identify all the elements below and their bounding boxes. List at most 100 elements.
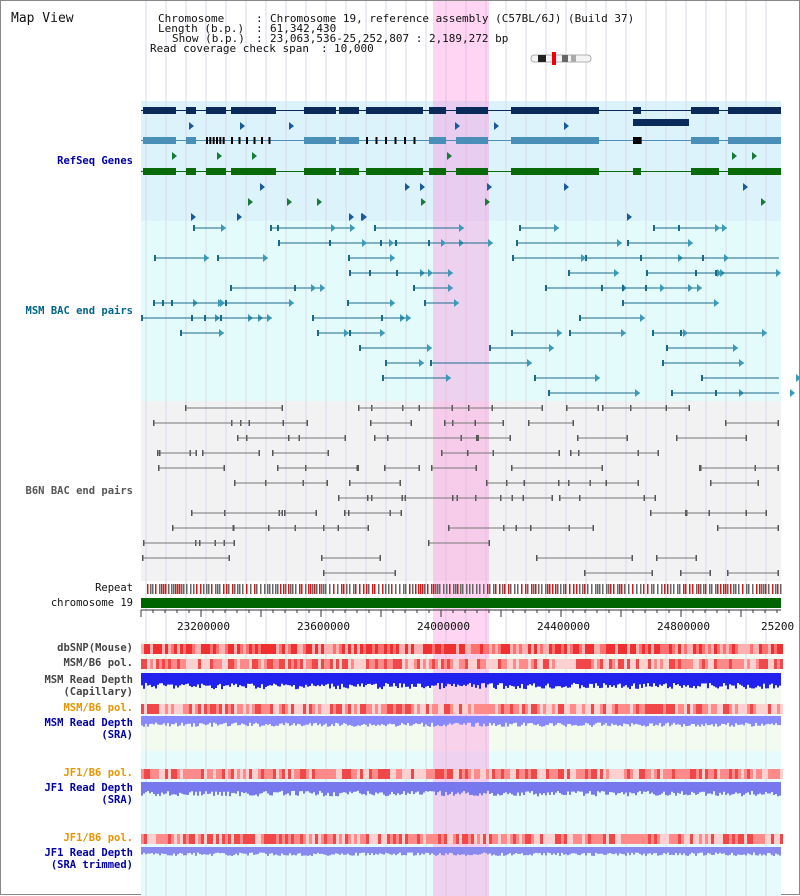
track-label-msm-bac[interactable]: MSM BAC end pairs	[25, 305, 133, 317]
depth-bar	[261, 716, 263, 726]
depth-bar	[335, 673, 337, 689]
heat-cell	[591, 834, 594, 844]
heat-cell	[510, 644, 513, 654]
repeat-mark	[657, 584, 659, 594]
heat-cell	[774, 769, 777, 779]
depth-bar	[617, 782, 619, 794]
heat-cell	[174, 834, 177, 844]
heat-cell	[405, 659, 408, 669]
chromosome-ideogram-icon[interactable]	[530, 52, 592, 65]
depth-bar	[533, 716, 535, 725]
track-label-refseq[interactable]: RefSeq Genes	[57, 155, 133, 167]
heat-cell	[498, 704, 501, 714]
heat-cell	[174, 659, 177, 669]
depth-bar	[597, 673, 599, 686]
heat-cell	[366, 769, 369, 779]
depth-bar	[727, 782, 729, 794]
depth-bar	[531, 716, 533, 724]
depth-bar	[379, 847, 381, 854]
heat-cell	[780, 704, 783, 714]
depth-bar	[441, 673, 443, 684]
repeat-mark	[217, 584, 219, 594]
depth-bar	[745, 673, 747, 689]
depth-bar	[241, 847, 243, 854]
selected-region-highlight[interactable]	[433, 1, 489, 896]
bac-end	[225, 300, 227, 306]
heat-cell	[633, 769, 636, 779]
heat-cell	[183, 659, 186, 669]
depth-bar	[675, 847, 677, 853]
depth-bar	[245, 782, 247, 793]
heat-cell	[780, 769, 783, 779]
heat-cell	[513, 769, 516, 779]
track-label-msm-b6-pol-2[interactable]: MSM/B6 pol.	[63, 702, 133, 714]
heat-cell	[558, 644, 561, 654]
track-label-jf1-depth-trim-1[interactable]: JF1 Read Depth	[44, 847, 133, 859]
depth-bar	[433, 716, 435, 727]
heat-cell	[255, 834, 258, 844]
heat-cell	[471, 769, 474, 779]
track-label-repeat[interactable]: Repeat	[95, 582, 133, 594]
depth-bar	[577, 782, 579, 792]
repeat-mark	[748, 584, 750, 594]
depth-bar	[323, 673, 325, 686]
track-label-dbsnp[interactable]: dbSNP(Mouse)	[57, 642, 133, 654]
heat-cell	[141, 834, 144, 844]
bac-end	[776, 269, 781, 277]
heat-cell	[348, 769, 351, 779]
depth-bar	[459, 782, 461, 795]
depth-bar	[369, 716, 371, 724]
bac-end	[640, 255, 642, 261]
bac-end	[219, 329, 224, 337]
depth-bar	[399, 716, 401, 726]
track-label-msm-b6-pol[interactable]: MSM/B6 pol.	[63, 657, 133, 669]
depth-bar	[737, 782, 739, 794]
depth-bar	[161, 716, 163, 725]
heat-cell	[681, 769, 684, 779]
depth-bar	[669, 673, 671, 687]
heat-cell	[423, 659, 426, 669]
track-label-b6n-bac[interactable]: B6N BAC end pairs	[25, 485, 133, 497]
heat-cell	[291, 644, 294, 654]
depth-bar	[581, 673, 583, 686]
bac-end	[717, 269, 722, 277]
depth-bar	[203, 847, 205, 855]
heat-cell	[615, 659, 618, 669]
heat-cell	[684, 704, 687, 714]
bac-end	[263, 254, 268, 262]
depth-bar	[565, 847, 567, 855]
heat-cell	[498, 644, 501, 654]
bac-end	[327, 450, 329, 456]
depth-bar	[449, 782, 451, 795]
track-label-chromosome[interactable]: chromosome 19	[50, 597, 133, 609]
depth-bar	[677, 847, 679, 856]
heat-cell	[246, 834, 249, 844]
repeat-mark	[661, 584, 663, 594]
depth-bar	[643, 673, 645, 684]
heat-cell	[285, 704, 288, 714]
depth-bar	[675, 716, 677, 725]
track-label-jf1-b6-pol-2[interactable]: JF1/B6 pol.	[63, 832, 133, 844]
depth-bar	[485, 782, 487, 794]
span-value: 10,000	[334, 42, 374, 55]
depth-bar	[215, 673, 217, 688]
depth-bar	[431, 673, 433, 686]
track-label-jf1-b6-pol[interactable]: JF1/B6 pol.	[63, 767, 133, 779]
track-label-msm-depth-sra-1[interactable]: MSM Read Depth	[44, 717, 133, 729]
depth-bar	[743, 847, 745, 855]
heat-cell	[300, 644, 303, 654]
heat-cell	[591, 704, 594, 714]
track-label-msm-depth-capillary-1[interactable]: MSM Read Depth	[44, 674, 133, 686]
heat-cell	[582, 704, 585, 714]
depth-bar	[291, 673, 293, 687]
heat-cell	[165, 659, 168, 669]
depth-bar	[285, 782, 287, 795]
depth-bar	[509, 847, 511, 854]
heat-cell	[513, 834, 516, 844]
heat-cell	[504, 769, 507, 779]
heat-cell	[357, 834, 360, 844]
depth-bar	[275, 673, 277, 685]
track-label-jf1-depth-sra-1[interactable]: JF1 Read Depth	[44, 782, 133, 794]
depth-bar	[683, 673, 685, 686]
heat-cell	[687, 704, 690, 714]
